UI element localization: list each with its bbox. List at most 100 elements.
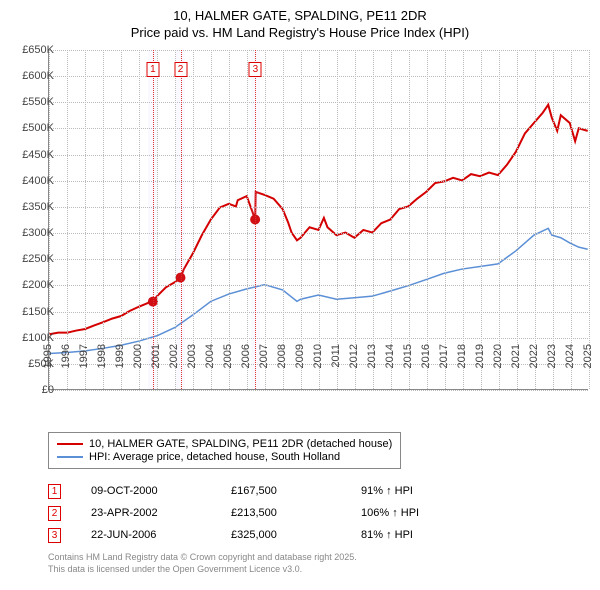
- gridline-v: [391, 50, 392, 389]
- x-tick-label: 2009: [294, 344, 306, 368]
- x-tick-label: 2024: [564, 344, 576, 368]
- y-tick-label: £250K: [22, 253, 54, 265]
- x-tick-label: 2007: [258, 344, 270, 368]
- x-tick-label: 2001: [150, 344, 162, 368]
- chart-plot-area: 12 3: [48, 50, 588, 390]
- event-number-box: 3: [48, 528, 61, 543]
- gridline-v: [409, 50, 410, 389]
- gridline-v: [589, 50, 590, 389]
- x-tick-label: 2020: [492, 344, 504, 368]
- gridline-v: [193, 50, 194, 389]
- x-tick-label: 2015: [402, 344, 414, 368]
- gridline-v: [103, 50, 104, 389]
- gridline-v: [517, 50, 518, 389]
- events-table: 1 09-OCT-2000£167,50091% ↑ HPI 2 23-APR-200…: [48, 480, 481, 546]
- legend-label: 10, HALMER GATE, SPALDING, PE11 2DR (det…: [89, 438, 392, 450]
- x-tick-label: 2022: [528, 344, 540, 368]
- x-tick-label: 2017: [438, 344, 450, 368]
- y-tick-label: £500K: [22, 122, 54, 134]
- y-tick-label: £0: [42, 384, 54, 396]
- y-tick-label: £150K: [22, 306, 54, 318]
- legend-swatch: [57, 443, 83, 445]
- x-tick-label: 2012: [348, 344, 360, 368]
- x-tick-label: 2014: [384, 344, 396, 368]
- event-line: [181, 50, 182, 389]
- x-tick-label: 2004: [204, 344, 216, 368]
- title-line-1: 10, HALMER GATE, SPALDING, PE11 2DR: [0, 8, 600, 25]
- gridline-h: [49, 390, 588, 391]
- x-tick-label: 2002: [168, 344, 180, 368]
- x-tick-label: 1998: [96, 344, 108, 368]
- gridline-v: [301, 50, 302, 389]
- y-tick-label: £450K: [22, 149, 54, 161]
- legend-label: HPI: Average price, detached house, Sout…: [89, 451, 340, 463]
- event-number-box: 2: [48, 506, 61, 521]
- event-line: [255, 50, 256, 389]
- event-date: 22-JUN-2006: [91, 529, 231, 541]
- event-marker: 3: [249, 62, 262, 77]
- event-table-row: 2 23-APR-2002£213,500106% ↑ HPI: [48, 502, 481, 524]
- x-tick-label: 1997: [78, 344, 90, 368]
- x-tick-label: 1996: [60, 344, 72, 368]
- x-tick-label: 2025: [582, 344, 594, 368]
- gridline-v: [571, 50, 572, 389]
- gridline-v: [535, 50, 536, 389]
- legend-item: 10, HALMER GATE, SPALDING, PE11 2DR (det…: [57, 438, 392, 450]
- gridline-v: [553, 50, 554, 389]
- event-pct: 81% ↑ HPI: [361, 529, 481, 541]
- y-tick-label: £350K: [22, 201, 54, 213]
- gridline-v: [373, 50, 374, 389]
- x-tick-label: 2023: [546, 344, 558, 368]
- x-tick-label: 2005: [222, 344, 234, 368]
- gridline-v: [265, 50, 266, 389]
- gridline-v: [481, 50, 482, 389]
- event-date: 23-APR-2002: [91, 507, 231, 519]
- gridline-v: [139, 50, 140, 389]
- x-tick-label: 2021: [510, 344, 522, 368]
- event-marker: 2: [174, 62, 187, 77]
- chart-title: 10, HALMER GATE, SPALDING, PE11 2DR Pric…: [0, 0, 600, 42]
- event-table-row: 1 09-OCT-2000£167,50091% ↑ HPI: [48, 480, 481, 502]
- x-tick-label: 2008: [276, 344, 288, 368]
- legend: 10, HALMER GATE, SPALDING, PE11 2DR (det…: [48, 432, 401, 469]
- gridline-v: [85, 50, 86, 389]
- event-marker: 1: [146, 62, 159, 77]
- x-tick-label: 2016: [420, 344, 432, 368]
- gridline-v: [355, 50, 356, 389]
- gridline-v: [121, 50, 122, 389]
- gridline-v: [337, 50, 338, 389]
- event-price: £213,500: [231, 507, 361, 519]
- gridline-v: [319, 50, 320, 389]
- title-line-2: Price paid vs. HM Land Registry's House …: [0, 25, 600, 42]
- legend-swatch: [57, 456, 83, 458]
- legend-item: HPI: Average price, detached house, Sout…: [57, 451, 392, 463]
- event-pct: 91% ↑ HPI: [361, 485, 481, 497]
- y-tick-label: £600K: [22, 70, 54, 82]
- gridline-v: [499, 50, 500, 389]
- event-price: £325,000: [231, 529, 361, 541]
- x-tick-label: 1999: [114, 344, 126, 368]
- gridline-v: [229, 50, 230, 389]
- x-tick-label: 1995: [42, 344, 54, 368]
- gridline-v: [211, 50, 212, 389]
- y-tick-label: £100K: [22, 332, 54, 344]
- event-pct: 106% ↑ HPI: [361, 507, 481, 519]
- footer-line-2: This data is licensed under the Open Gov…: [48, 564, 357, 576]
- footer-attribution: Contains HM Land Registry data © Crown c…: [48, 552, 357, 575]
- gridline-v: [463, 50, 464, 389]
- x-tick-label: 2018: [456, 344, 468, 368]
- event-price: £167,500: [231, 485, 361, 497]
- x-tick-label: 2011: [330, 344, 342, 368]
- y-tick-label: £650K: [22, 44, 54, 56]
- x-tick-label: 2013: [366, 344, 378, 368]
- event-line: [153, 50, 154, 389]
- gridline-v: [247, 50, 248, 389]
- x-tick-label: 2006: [240, 344, 252, 368]
- event-table-row: 3 22-JUN-2006£325,00081% ↑ HPI: [48, 524, 481, 546]
- y-tick-label: £400K: [22, 175, 54, 187]
- event-number-box: 1: [48, 484, 61, 499]
- gridline-v: [445, 50, 446, 389]
- gridline-v: [283, 50, 284, 389]
- y-tick-label: £550K: [22, 96, 54, 108]
- event-date: 09-OCT-2000: [91, 485, 231, 497]
